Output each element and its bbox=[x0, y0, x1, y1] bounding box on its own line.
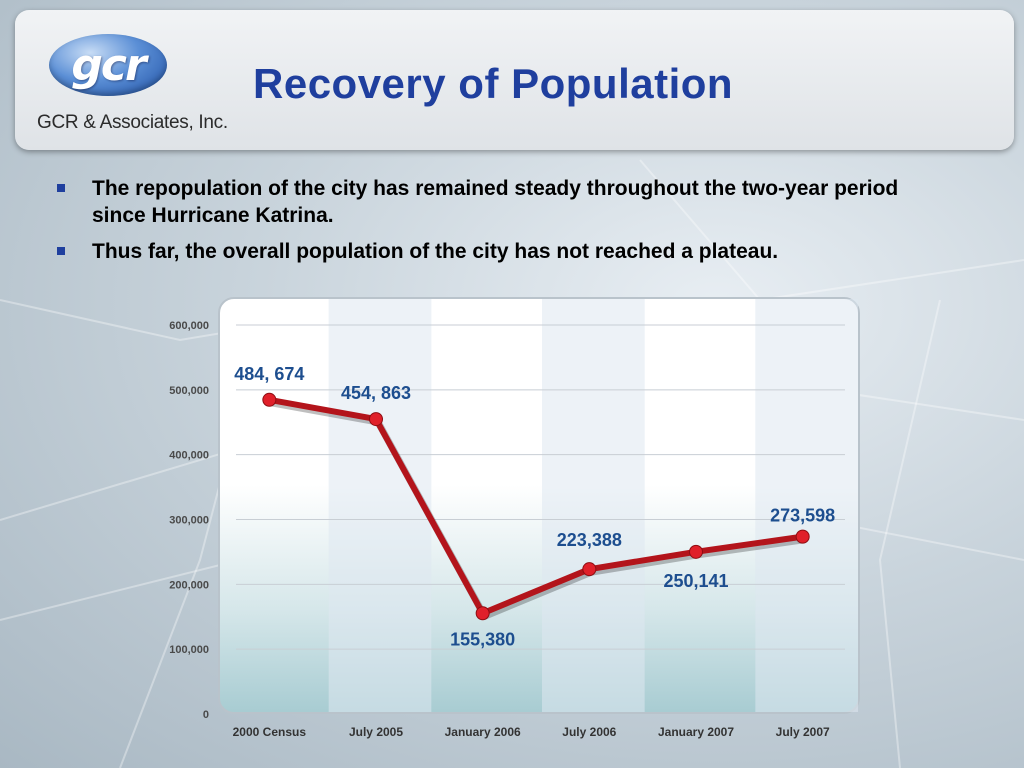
bullet-text: The repopulation of the city has remaine… bbox=[92, 177, 899, 227]
x-tick-label: January 2006 bbox=[445, 725, 521, 739]
x-tick-label: July 2007 bbox=[776, 725, 830, 739]
y-tick-label: 600,000 bbox=[169, 320, 209, 332]
square-bullet-icon bbox=[57, 247, 65, 255]
bullet-list: The repopulation of the city has remaine… bbox=[55, 175, 915, 274]
data-point bbox=[475, 606, 490, 621]
series-line bbox=[268, 396, 804, 617]
data-label: 223,388 bbox=[557, 530, 622, 550]
data-point bbox=[795, 529, 810, 544]
data-label: 484, 674 bbox=[234, 364, 304, 384]
header-bar: gcr GCR & Associates, Inc. Recovery of P… bbox=[15, 10, 1014, 150]
y-tick-label: 400,000 bbox=[169, 450, 209, 462]
column-band bbox=[328, 299, 432, 712]
y-tick-label: 0 bbox=[203, 709, 209, 721]
x-tick-label: January 2007 bbox=[658, 725, 734, 739]
bullet-item: Thus far, the overall population of the … bbox=[55, 238, 915, 265]
chart-panel bbox=[218, 297, 860, 714]
square-bullet-icon bbox=[57, 184, 65, 192]
data-label: 273,598 bbox=[770, 506, 835, 526]
column-band bbox=[542, 299, 645, 712]
bullet-item: The repopulation of the city has remaine… bbox=[55, 175, 915, 229]
company-name: GCR & Associates, Inc. bbox=[37, 112, 228, 133]
y-tick-label: 200,000 bbox=[169, 579, 209, 591]
y-tick-label: 300,000 bbox=[169, 515, 209, 527]
page-title: Recovery of Population bbox=[253, 60, 734, 107]
column-band bbox=[755, 299, 858, 712]
data-point bbox=[582, 562, 597, 577]
data-point bbox=[689, 544, 703, 559]
bullet-text: Thus far, the overall population of the … bbox=[92, 240, 779, 263]
y-tick-label: 100,000 bbox=[169, 644, 209, 656]
data-label: 155,380 bbox=[450, 629, 515, 649]
data-point bbox=[262, 392, 277, 407]
gcr-logo: gcr GCR & Associates, Inc. bbox=[37, 28, 237, 138]
data-label: 250,141 bbox=[663, 571, 728, 591]
x-tick-label: July 2005 bbox=[349, 725, 403, 739]
y-tick-label: 500,000 bbox=[169, 385, 209, 397]
data-point bbox=[369, 412, 383, 427]
x-tick-label: July 2006 bbox=[562, 725, 616, 739]
x-tick-label: 2000 Census bbox=[233, 725, 307, 739]
data-label: 454, 863 bbox=[341, 383, 411, 403]
logo-oval bbox=[49, 34, 167, 96]
logo-mark: gcr bbox=[71, 39, 146, 91]
